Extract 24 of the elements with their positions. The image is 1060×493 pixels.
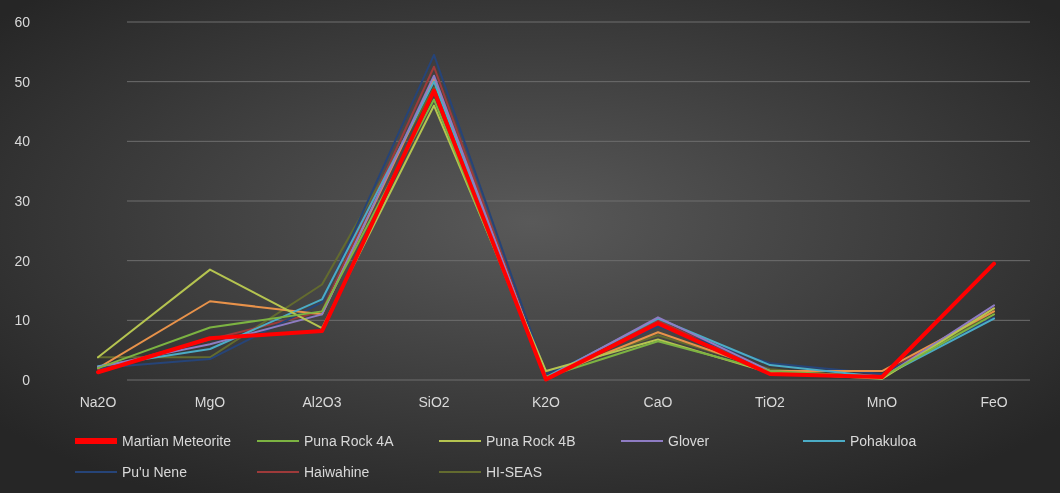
legend-label: Haiwahine [304,463,370,480]
legend-label: Pohakuloa [850,432,917,449]
legend-label: Martian Meteorite [122,432,232,449]
y-tick-label: 40 [14,133,31,150]
legend-label: HI-SEAS [486,463,543,480]
y-tick-label: 20 [14,252,31,269]
legend-label: Puna Rock 4B [486,432,576,449]
legend-label: Glover [668,432,710,449]
x-tick-label: MnO [866,394,898,410]
y-tick-label: 30 [14,192,31,209]
x-tick-label: MgO [194,394,226,410]
x-tick-label: Al2O3 [302,394,342,410]
x-tick-label: CaO [643,394,673,410]
x-tick-label: K2O [531,394,561,410]
x-tick-label: TiO2 [755,394,786,410]
x-tick-label: FeO [980,394,1008,410]
y-tick-label: 60 [14,13,31,30]
legend-label: Pu'u Nene [122,463,188,480]
y-tick-label: 50 [14,73,31,90]
x-tick-label: Na2O [79,394,117,410]
legend-label: Puna Rock 4A [304,432,395,449]
y-tick-label: 10 [14,312,31,329]
y-tick-label: 0 [22,371,31,388]
x-tick-label: SiO2 [418,394,450,410]
